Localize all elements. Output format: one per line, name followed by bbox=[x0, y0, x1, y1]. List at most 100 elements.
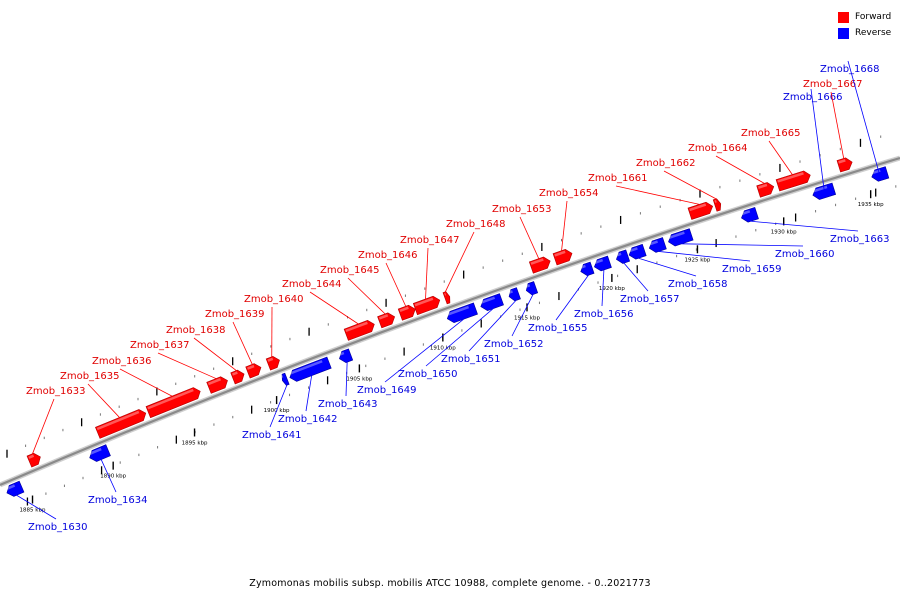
gene-arrow[interactable] bbox=[592, 255, 612, 273]
forward-gene-shape bbox=[265, 356, 280, 371]
gene-label[interactable]: Zmob_1633 bbox=[26, 386, 86, 397]
gene-label[interactable]: Zmob_1662 bbox=[636, 158, 696, 169]
gene-label[interactable]: Zmob_1656 bbox=[574, 309, 634, 320]
gene-label[interactable]: Zmob_1663 bbox=[830, 234, 890, 245]
gene-leader-line bbox=[384, 318, 464, 383]
gene-label[interactable]: Zmob_1651 bbox=[441, 354, 501, 365]
gene-label[interactable]: Zmob_1636 bbox=[92, 356, 152, 367]
gene-arrow[interactable] bbox=[26, 451, 43, 468]
gene-label[interactable]: Zmob_1650 bbox=[398, 369, 458, 380]
gene-highlight bbox=[96, 410, 140, 431]
gene-label[interactable]: Zmob_1644 bbox=[282, 279, 342, 290]
gene-label[interactable]: Zmob_1645 bbox=[320, 265, 380, 276]
gene-arrow[interactable] bbox=[627, 243, 647, 260]
gene-arrow[interactable] bbox=[87, 444, 111, 464]
gene-label[interactable]: Zmob_1634 bbox=[88, 495, 148, 506]
reverse-gene-shape bbox=[289, 356, 332, 382]
gene-label[interactable]: Zmob_1665 bbox=[741, 128, 801, 139]
gene-label[interactable]: Zmob_1649 bbox=[357, 385, 417, 396]
forward-gene-shape bbox=[397, 304, 416, 321]
gene-label[interactable]: Zmob_1646 bbox=[358, 250, 418, 261]
gene-arrow[interactable] bbox=[479, 293, 504, 313]
gene-highlight bbox=[648, 240, 658, 246]
gene-arrow[interactable] bbox=[206, 375, 230, 394]
kbp-tick-label: 1905 kbp bbox=[346, 376, 372, 382]
gene-arrow[interactable] bbox=[740, 207, 759, 223]
gene-arrow[interactable] bbox=[667, 228, 694, 248]
gene-label[interactable]: Zmob_1653 bbox=[492, 204, 552, 215]
gene-label[interactable]: Zmob_1668 bbox=[820, 64, 880, 75]
gene-arrow[interactable] bbox=[528, 255, 552, 274]
gene-label[interactable]: Zmob_1647 bbox=[400, 235, 460, 246]
gene-label[interactable]: Zmob_1660 bbox=[775, 249, 835, 260]
gene-leader-line bbox=[269, 385, 288, 428]
gene-label[interactable]: Zmob_1667 bbox=[803, 79, 863, 90]
gene-highlight bbox=[267, 357, 274, 362]
gene-label[interactable]: Zmob_1635 bbox=[60, 371, 120, 382]
gene-arrow[interactable] bbox=[756, 181, 776, 198]
gene-label[interactable]: Zmob_1664 bbox=[688, 143, 748, 154]
gene-leader-line bbox=[87, 383, 120, 418]
gene-leader-line bbox=[623, 262, 649, 292]
gene-arrow[interactable] bbox=[230, 368, 247, 385]
kbp-tick-label: 1885 kbp bbox=[20, 508, 46, 514]
gene-highlight bbox=[88, 447, 102, 456]
gene-arrow[interactable] bbox=[579, 261, 595, 277]
gene-arrow[interactable] bbox=[412, 295, 442, 316]
forward-gene-shape bbox=[206, 376, 228, 394]
gene-label[interactable]: Zmob_1640 bbox=[244, 294, 304, 305]
gene-label[interactable]: Zmob_1658 bbox=[668, 279, 728, 290]
legend-label-forward: Forward bbox=[855, 12, 892, 22]
gene-arrow[interactable] bbox=[245, 362, 263, 379]
gene-arrow[interactable] bbox=[687, 201, 715, 220]
gene-label[interactable]: Zmob_1630 bbox=[28, 522, 88, 533]
gene-arrow[interactable] bbox=[445, 302, 478, 324]
gene-label[interactable]: Zmob_1659 bbox=[722, 264, 782, 275]
gene-highlight bbox=[593, 258, 604, 265]
gene-arrow[interactable] bbox=[288, 356, 332, 383]
gene-arrow[interactable] bbox=[647, 237, 667, 254]
gene-label[interactable]: Zmob_1652 bbox=[484, 339, 544, 350]
gene-arrow[interactable] bbox=[397, 303, 417, 321]
gene-label[interactable]: Zmob_1666 bbox=[783, 92, 843, 103]
gene-label[interactable]: Zmob_1638 bbox=[166, 325, 226, 336]
gene-label[interactable]: Zmob_1639 bbox=[205, 309, 265, 320]
gene-arrow[interactable] bbox=[507, 287, 521, 303]
gene-arrow[interactable] bbox=[95, 408, 148, 439]
genome-axis bbox=[0, 156, 900, 487]
gene-highlight bbox=[338, 351, 345, 357]
gene-arrow[interactable] bbox=[552, 248, 574, 266]
gene-arrow[interactable] bbox=[775, 169, 812, 192]
gene-arrow[interactable] bbox=[280, 372, 290, 386]
gene-arrow[interactable] bbox=[5, 480, 25, 498]
gene-label[interactable]: Zmob_1643 bbox=[318, 399, 378, 410]
forward-gene-shape bbox=[442, 291, 451, 305]
gene-label[interactable]: Zmob_1655 bbox=[528, 323, 588, 334]
gene-leader-line bbox=[830, 91, 845, 159]
gene-highlight bbox=[414, 297, 434, 307]
gene-label[interactable]: Zmob_1641 bbox=[242, 430, 302, 441]
gene-label[interactable]: Zmob_1654 bbox=[539, 188, 599, 199]
gene-arrow[interactable] bbox=[265, 355, 282, 371]
gene-arrow[interactable] bbox=[614, 249, 631, 265]
gene-label[interactable]: Zmob_1637 bbox=[130, 340, 190, 351]
gene-leader-line bbox=[468, 300, 517, 352]
gene-arrow[interactable] bbox=[712, 198, 722, 212]
gene-arrow[interactable] bbox=[442, 291, 452, 305]
reverse-gene-shape bbox=[594, 255, 612, 272]
legend: Forward Reverse bbox=[838, 9, 891, 41]
gene-arrow[interactable] bbox=[337, 348, 354, 364]
gene-arrow[interactable] bbox=[343, 319, 376, 341]
gene-arrow[interactable] bbox=[836, 156, 854, 173]
gene-arrow[interactable] bbox=[377, 311, 397, 329]
gene-leader-line bbox=[511, 294, 534, 337]
gene-label[interactable]: Zmob_1661 bbox=[588, 173, 648, 184]
gene-arrow[interactable] bbox=[145, 386, 202, 419]
reverse-gene-shape bbox=[628, 243, 647, 260]
gene-leader-line bbox=[715, 155, 765, 184]
gene-arrow[interactable] bbox=[524, 281, 539, 297]
gene-label[interactable]: Zmob_1648 bbox=[446, 219, 506, 230]
gene-label[interactable]: Zmob_1657 bbox=[620, 294, 680, 305]
gene-label[interactable]: Zmob_1642 bbox=[278, 414, 338, 425]
